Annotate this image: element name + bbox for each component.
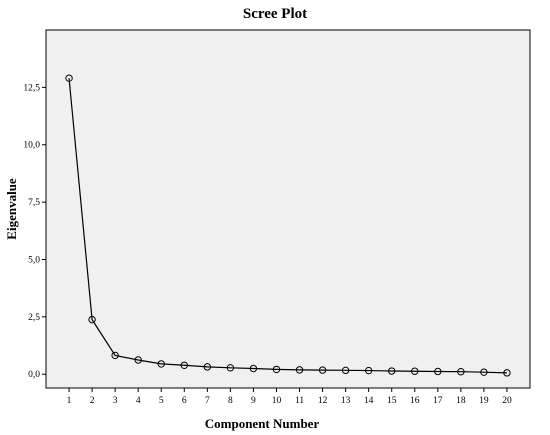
- data-point: [111, 351, 119, 360]
- data-point: [249, 364, 258, 373]
- x-tick-label: 4: [136, 396, 141, 406]
- x-tick-label: 8: [228, 396, 233, 406]
- data-point: [318, 366, 327, 374]
- series-eigenvalues: [65, 74, 511, 377]
- y-tick-label: 2,5: [28, 313, 40, 323]
- data-point: [272, 365, 281, 374]
- y-tick-label: 12,5: [23, 83, 40, 93]
- x-axis: 1 2 3 4 5 6 7 8 9 10 11 12 13 14 15 16 17 18 19 20: [67, 388, 512, 406]
- data-point: [180, 361, 188, 369]
- y-tick-label: 0,0: [28, 370, 40, 380]
- x-tick-label: 18: [456, 396, 466, 406]
- x-tick-label: 6: [182, 396, 187, 406]
- chart-title: Scree Plot: [243, 6, 307, 22]
- x-tick-label: 19: [479, 396, 489, 406]
- x-tick-label: 9: [251, 396, 256, 406]
- data-point: [434, 367, 442, 376]
- y-tick-label: 10,0: [23, 141, 40, 151]
- data-point: [388, 367, 396, 375]
- x-tick-label: 20: [502, 396, 512, 406]
- x-tick-label: 11: [295, 396, 304, 406]
- data-point: [134, 356, 142, 364]
- x-tick-label: 10: [272, 396, 282, 406]
- plot-area: [45, 29, 531, 389]
- x-tick-label: 2: [90, 396, 95, 406]
- x-tick-label: 13: [341, 396, 351, 406]
- y-axis-label: Eigenvalue: [4, 178, 19, 240]
- x-tick-label: 3: [113, 396, 118, 406]
- x-tick-label: 1: [67, 396, 72, 406]
- x-tick-label: 17: [433, 396, 443, 406]
- data-point: [341, 366, 350, 375]
- data-point: [411, 367, 419, 375]
- x-tick-label: 14: [364, 396, 374, 406]
- data-point: [295, 366, 304, 374]
- x-tick-label: 15: [387, 396, 397, 406]
- y-tick-label: 5,0: [28, 255, 40, 265]
- data-point: [480, 368, 488, 376]
- x-tick-label: 12: [318, 396, 328, 406]
- data-point: [457, 368, 465, 376]
- data-point: [364, 366, 373, 375]
- data-point: [88, 315, 96, 324]
- data-point: [65, 74, 73, 82]
- data-point: [503, 369, 511, 377]
- data-point: [226, 364, 235, 372]
- x-tick-label: 5: [159, 396, 164, 406]
- x-axis-label: Component Number: [205, 416, 320, 431]
- data-point: [203, 363, 212, 371]
- data-point: [157, 360, 165, 368]
- y-tick-label: 7,5: [28, 198, 40, 208]
- y-axis: 0,0 2,5 5,0 7,5 10,0 12,5: [23, 83, 46, 380]
- series-line: [68, 78, 507, 374]
- x-tick-label: 16: [410, 396, 420, 406]
- x-tick-label: 7: [205, 396, 210, 406]
